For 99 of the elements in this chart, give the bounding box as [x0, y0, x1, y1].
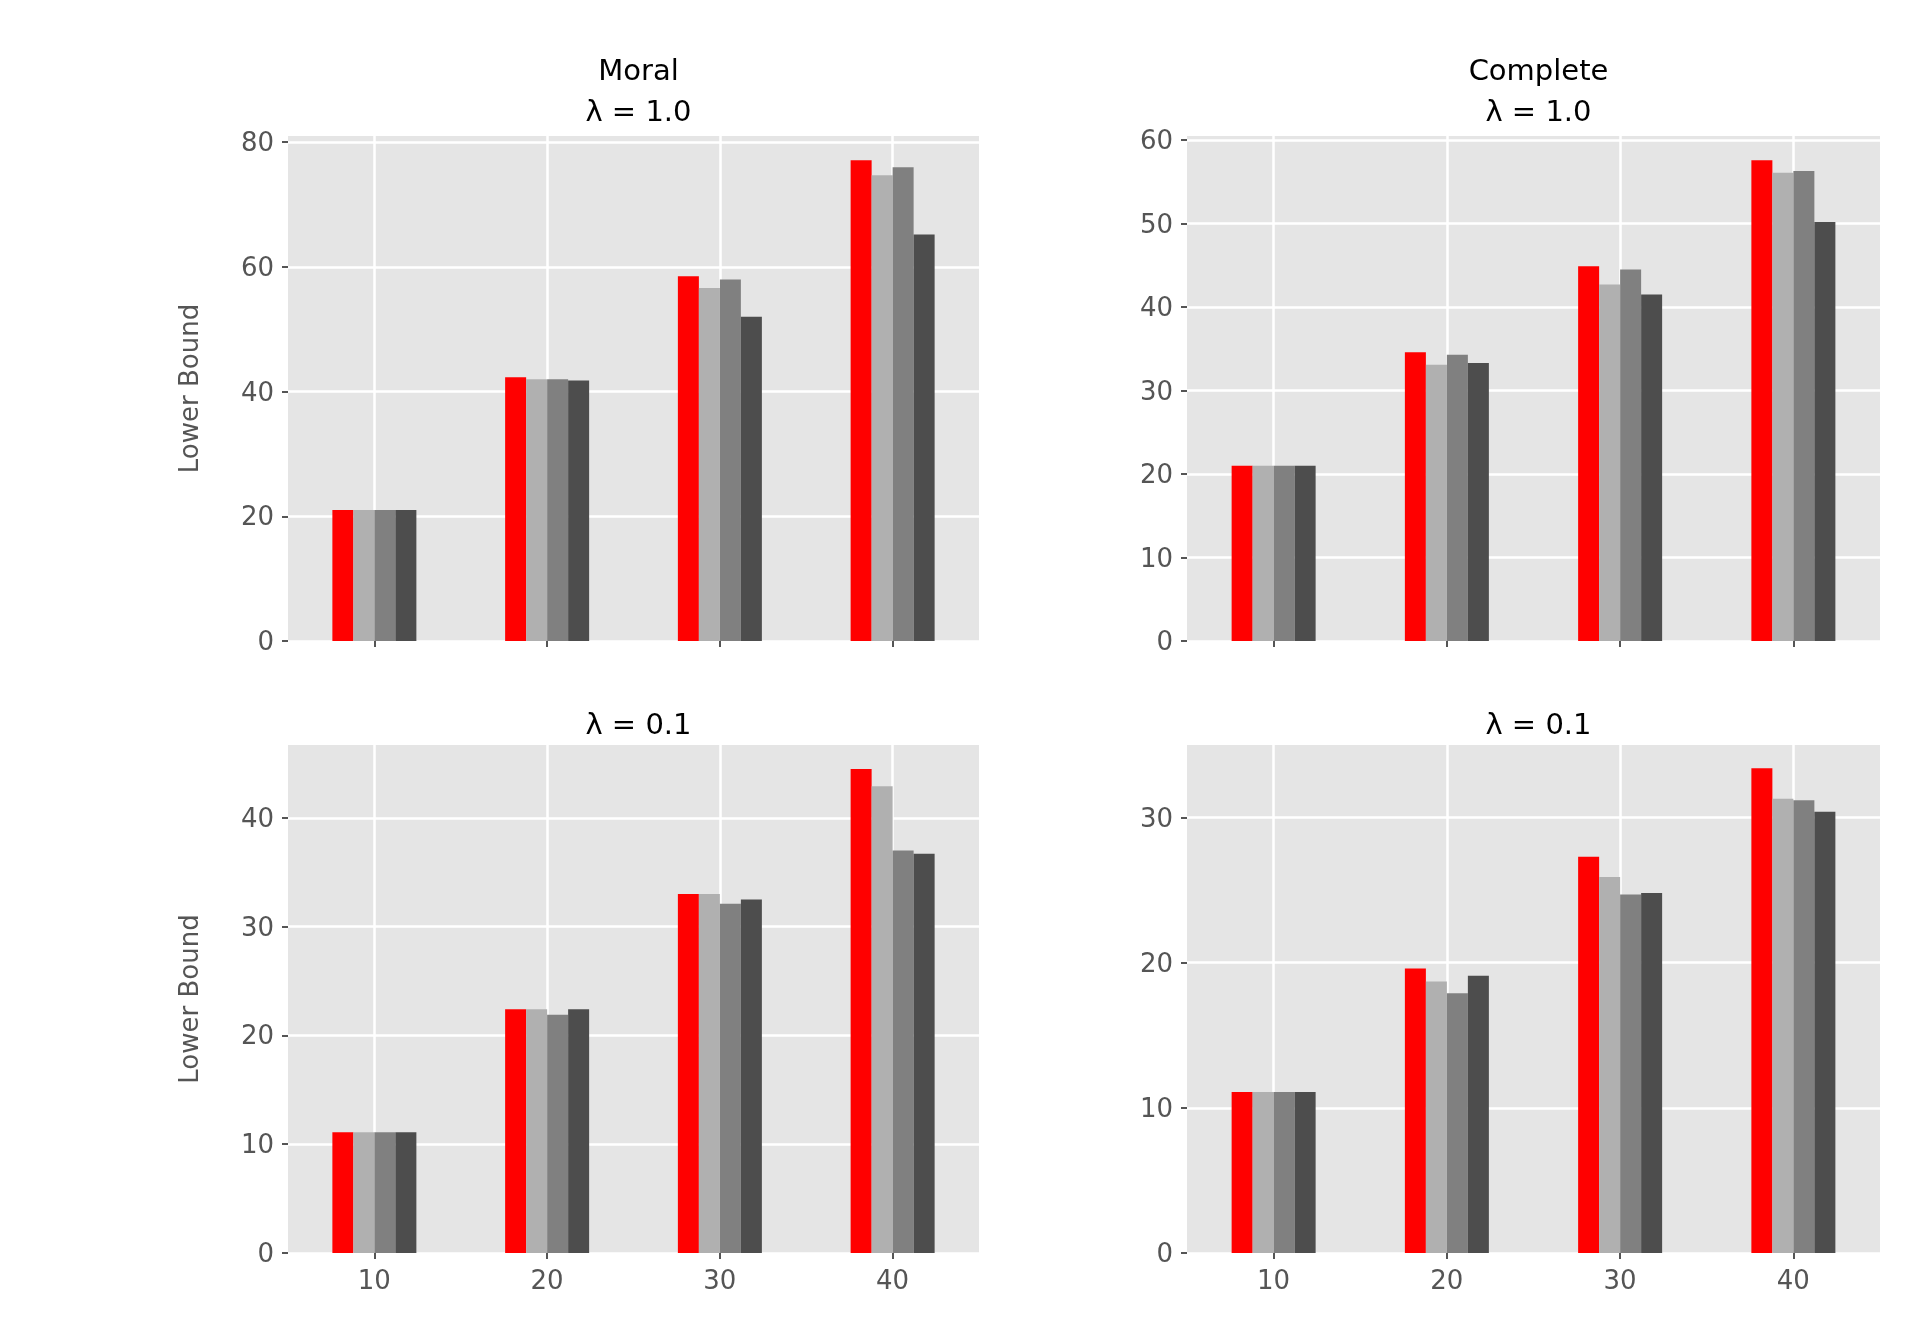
- y-tick-label: 0: [1156, 626, 1173, 656]
- bar: [353, 510, 375, 641]
- y-tick-label: 20: [240, 1020, 274, 1051]
- bar: [1294, 465, 1316, 641]
- bar: [1751, 768, 1773, 1253]
- bar: [850, 768, 872, 1253]
- bar: [353, 1132, 375, 1253]
- x-tick-label: 10: [357, 1265, 391, 1295]
- y-tick-label: 10: [240, 1129, 274, 1160]
- bar: [1446, 993, 1468, 1253]
- bar: [526, 1009, 548, 1253]
- bar: [1425, 981, 1447, 1253]
- chart-title: λ = 0.1: [585, 706, 692, 741]
- y-tick-label: 10: [1139, 542, 1173, 573]
- chart-title: λ = 0.1: [1485, 706, 1592, 741]
- x-tick-label: 40: [876, 1265, 910, 1295]
- bar: [332, 1132, 354, 1253]
- bar: [1599, 877, 1621, 1253]
- y-tick-label: 30: [1139, 375, 1173, 406]
- y-tick-label: 60: [1139, 125, 1173, 156]
- bar: [1772, 798, 1794, 1253]
- bar: [1641, 893, 1663, 1253]
- bar: [547, 379, 569, 641]
- y-axis-title: Lower Bound: [174, 303, 204, 474]
- bar: [1793, 171, 1815, 641]
- y-tick-label: 30: [1139, 802, 1173, 833]
- bar: [1772, 172, 1794, 641]
- bar: [374, 1132, 396, 1253]
- bar: [1599, 284, 1621, 641]
- bar: [871, 175, 893, 641]
- bar: [1404, 968, 1426, 1253]
- bar: [568, 1009, 590, 1253]
- y-tick-label: 40: [240, 376, 274, 407]
- bar: [1404, 352, 1426, 641]
- bar: [395, 1132, 417, 1253]
- bar: [677, 894, 699, 1253]
- chart-title: Complete λ = 1.0: [1468, 52, 1609, 128]
- bar: [505, 377, 527, 641]
- y-tick-label: 40: [240, 802, 274, 833]
- bar: [871, 786, 893, 1253]
- bar: [698, 288, 720, 641]
- y-tick-label: 0: [257, 1238, 274, 1268]
- bar: [374, 510, 396, 641]
- y-axis-title: Lower Bound: [174, 914, 204, 1084]
- bar: [892, 850, 914, 1253]
- bar: [1231, 465, 1253, 641]
- bar: [1641, 294, 1663, 641]
- y-tick-label: 60: [240, 251, 274, 282]
- bar: [568, 380, 590, 641]
- x-tick-label: 20: [1430, 1265, 1464, 1295]
- bar: [1231, 1091, 1253, 1253]
- y-tick-label: 0: [1156, 1238, 1173, 1268]
- bar: [740, 316, 762, 641]
- chart-title: Moral λ = 1.0: [585, 52, 692, 128]
- bar: [1446, 354, 1468, 641]
- bar: [1294, 1091, 1316, 1253]
- x-tick-label: 30: [1603, 1265, 1637, 1295]
- bar: [1273, 465, 1295, 641]
- bar: [1578, 266, 1600, 641]
- bar: [1467, 363, 1489, 641]
- y-tick-label: 20: [1139, 947, 1173, 978]
- bar: [913, 853, 935, 1253]
- bar: [1620, 269, 1642, 641]
- bar: [505, 1009, 527, 1253]
- bar: [1814, 811, 1836, 1253]
- bar: [913, 234, 935, 641]
- y-tick-label: 20: [240, 501, 274, 532]
- y-tick-label: 30: [240, 911, 274, 942]
- y-tick-label: 0: [257, 626, 274, 656]
- y-tick-label: 80: [240, 127, 274, 158]
- bar: [1814, 221, 1836, 641]
- bar: [1620, 894, 1642, 1253]
- bar: [719, 279, 741, 641]
- bar: [1578, 856, 1600, 1253]
- bar: [1252, 1091, 1274, 1253]
- bar: [1252, 465, 1274, 641]
- bar: [719, 903, 741, 1253]
- bar: [677, 276, 699, 641]
- x-tick-label: 10: [1257, 1265, 1291, 1295]
- x-tick-label: 30: [703, 1265, 737, 1295]
- bar: [547, 1014, 569, 1253]
- bar: [1467, 975, 1489, 1253]
- y-tick-label: 40: [1139, 292, 1173, 323]
- bar: [740, 899, 762, 1253]
- bar: [1793, 800, 1815, 1253]
- y-tick-label: 50: [1139, 208, 1173, 239]
- bar: [892, 167, 914, 641]
- x-tick-label: 40: [1776, 1265, 1810, 1295]
- bar: [698, 894, 720, 1253]
- bar: [332, 510, 354, 641]
- bar: [526, 379, 548, 641]
- bar: [1425, 364, 1447, 641]
- y-tick-label: 20: [1139, 459, 1173, 490]
- bar: [1751, 160, 1773, 641]
- bar: [1273, 1091, 1295, 1253]
- bar: [395, 510, 417, 641]
- x-tick-label: 20: [530, 1265, 564, 1295]
- bar: [850, 160, 872, 641]
- y-tick-label: 10: [1139, 1092, 1173, 1123]
